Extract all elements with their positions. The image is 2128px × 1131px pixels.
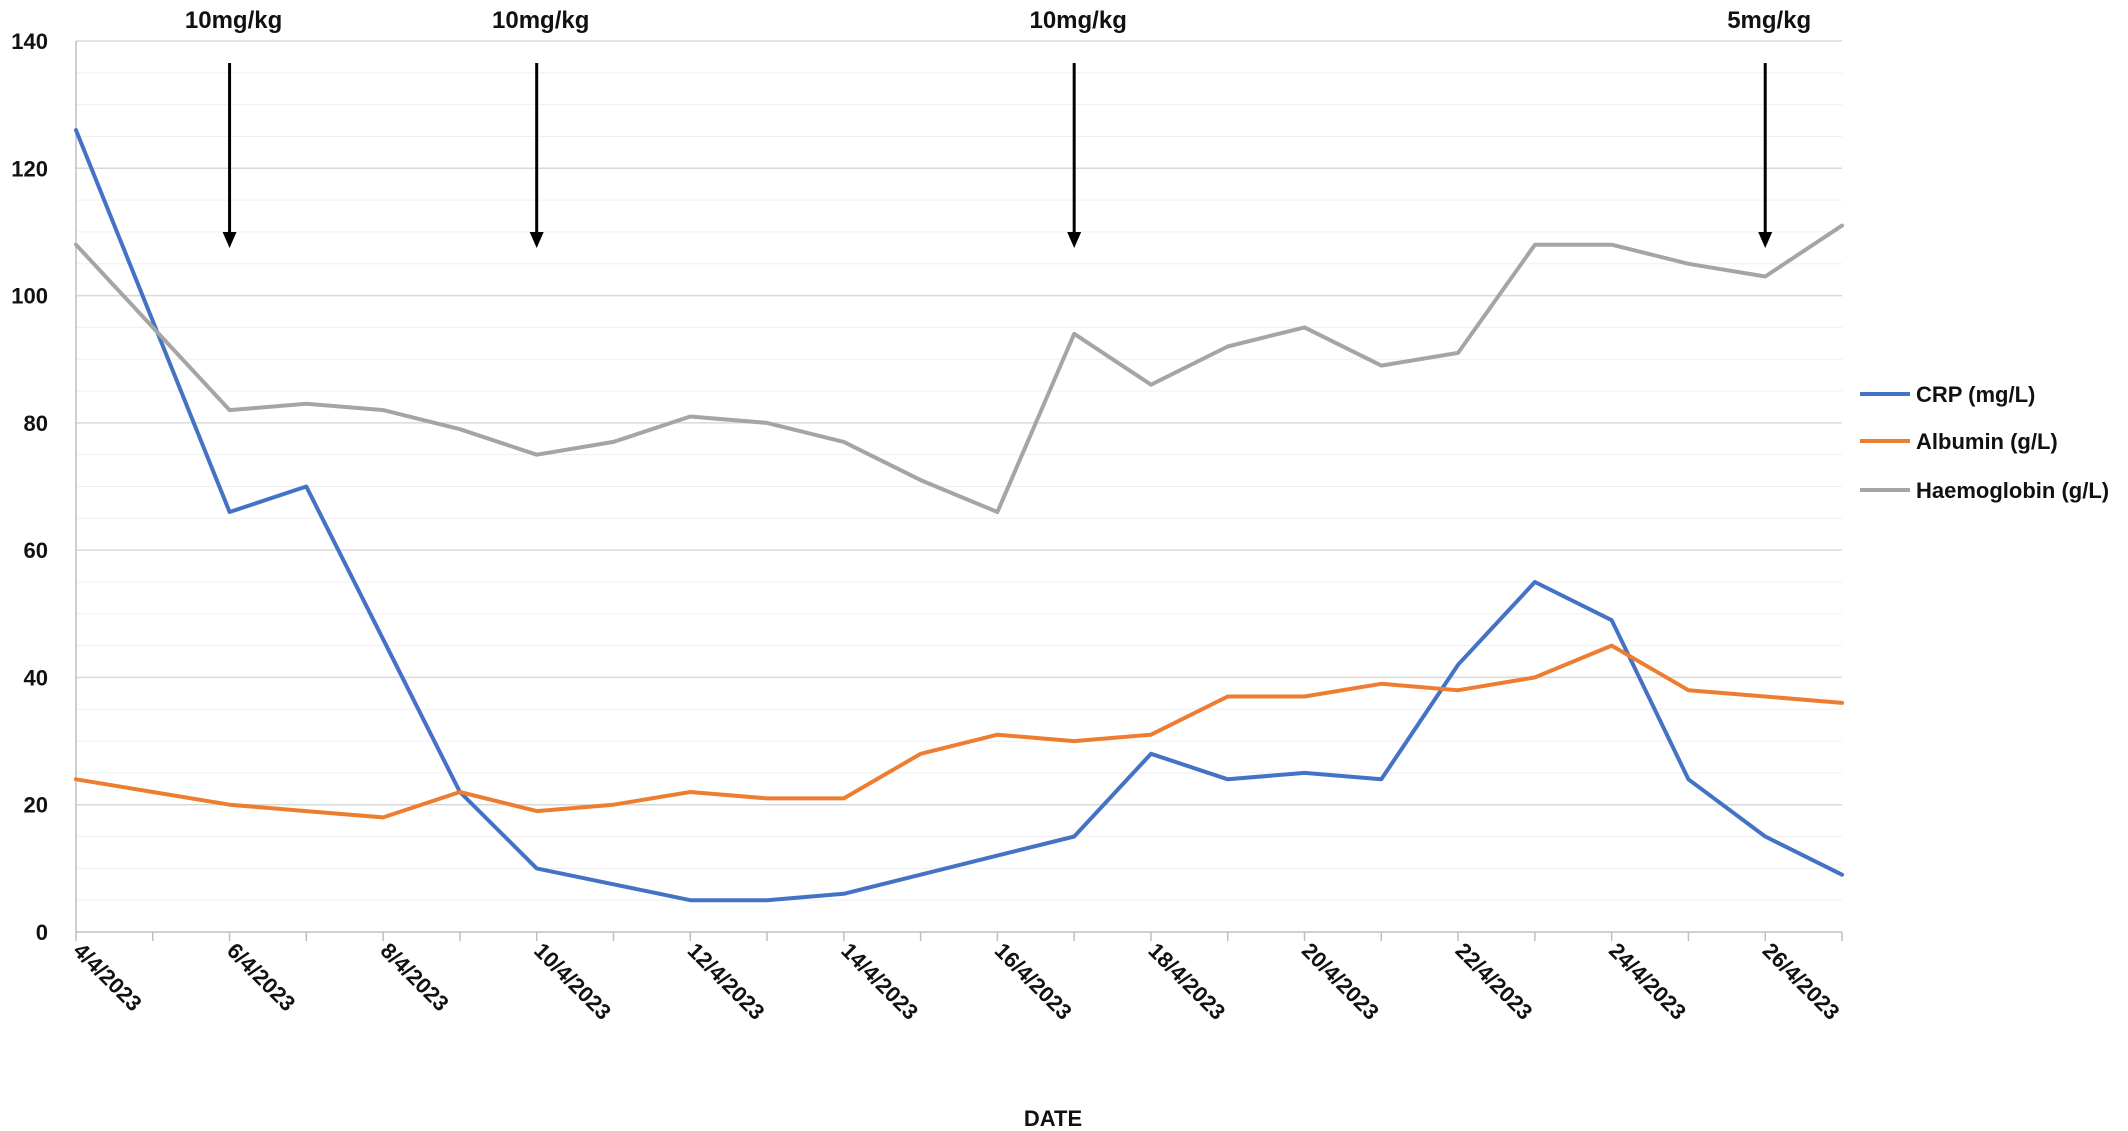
legend: CRP (mg/L) Albumin (g/L) Haemoglobin (g/L): [1860, 382, 2109, 503]
x-axis-tick-labels: 4/4/2023 6/4/2023 8/4/2023 10/4/2023 12/4/20…: [68, 938, 1844, 1025]
dose-arrow-head: [1067, 232, 1082, 248]
dose-annotations: 10mg/kg 10mg/kg 10mg/kg 5mg/kg: [185, 7, 1811, 248]
y-tick-label: 120: [11, 156, 48, 181]
x-tick-label: 22/4/2023: [1451, 938, 1538, 1025]
x-tick-label: 16/4/2023: [990, 938, 1077, 1025]
y-tick-label: 40: [24, 665, 48, 690]
legend-label-crp: CRP (mg/L): [1916, 382, 2035, 407]
series-line-crp: [74, 128, 1844, 903]
x-tick-label: 18/4/2023: [1143, 938, 1230, 1025]
y-tick-label: 60: [24, 538, 48, 563]
x-tick-label: 10/4/2023: [529, 938, 616, 1025]
x-tick-label: 20/4/2023: [1297, 938, 1384, 1025]
y-tick-label: 80: [24, 411, 48, 436]
legend-label-haemoglobin: Haemoglobin (g/L): [1916, 478, 2109, 503]
x-tick-label: 12/4/2023: [683, 938, 770, 1025]
x-tick-label: 26/4/2023: [1758, 938, 1845, 1025]
y-axis-tick-labels: 0 20 40 60 80 100 120 140: [11, 29, 48, 945]
gridlines: [76, 40, 1842, 901]
x-tick-label: 14/4/2023: [836, 938, 923, 1025]
dose-label: 5mg/kg: [1727, 7, 1811, 34]
legend-label-albumin: Albumin (g/L): [1916, 429, 2058, 454]
x-axis-title: DATE: [1024, 1106, 1082, 1131]
series-lines: [74, 128, 1844, 903]
dose-arrow-head: [222, 232, 237, 248]
x-tick-label: 6/4/2023: [222, 938, 300, 1016]
series-line-haemoglobin: [74, 223, 1844, 514]
y-tick-label: 100: [11, 284, 48, 309]
axes: [75, 41, 1843, 941]
y-tick-label: 140: [11, 29, 48, 54]
x-tick-label: 24/4/2023: [1604, 938, 1691, 1025]
x-tick-label: 4/4/2023: [68, 938, 146, 1016]
x-tick-label: 8/4/2023: [376, 938, 454, 1016]
dose-label: 10mg/kg: [185, 7, 282, 34]
dose-arrow-head: [1758, 232, 1773, 248]
series-line-albumin: [74, 643, 1844, 820]
y-tick-label: 20: [24, 793, 48, 818]
dose-arrow-head: [529, 232, 544, 248]
dose-label: 10mg/kg: [492, 7, 589, 34]
dose-label: 10mg/kg: [1029, 7, 1126, 34]
y-tick-label: 0: [36, 920, 48, 945]
